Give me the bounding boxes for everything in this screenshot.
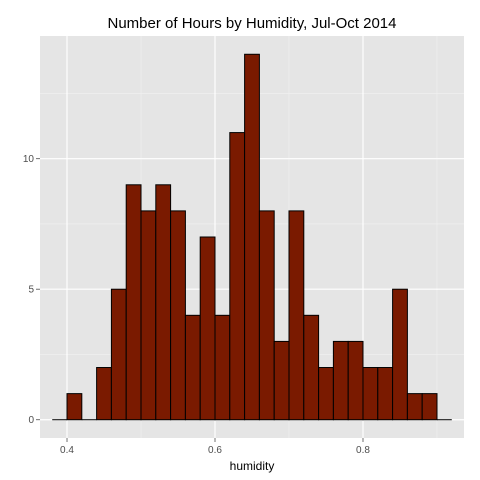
histogram-bar [96, 367, 112, 421]
histogram-bar [421, 393, 438, 421]
histogram-bar [229, 132, 246, 421]
histogram-bar [392, 288, 408, 421]
histogram-bar [214, 314, 231, 421]
histogram-bar [258, 210, 275, 421]
histogram-bar [332, 340, 349, 421]
histogram-bar [140, 210, 157, 421]
histogram-bar [362, 367, 379, 421]
histogram-bar [66, 393, 83, 421]
histogram-bar [288, 210, 305, 421]
histogram-bar [155, 184, 172, 421]
histogram-bar [318, 367, 334, 421]
x-axis-label: humidity [230, 459, 275, 473]
chart-title: Number of Hours by Humidity, Jul-Oct 201… [108, 15, 397, 32]
histogram-bar [170, 210, 186, 421]
histogram-bar [125, 184, 142, 421]
y-tick-label: 0 [28, 415, 34, 426]
x-tick-label: 0.8 [356, 445, 370, 456]
histogram-bar [244, 53, 260, 421]
histogram-bar [199, 236, 216, 421]
x-tick-label: 0.4 [60, 445, 74, 456]
histogram-bar [303, 314, 320, 421]
histogram-bar [406, 393, 423, 421]
y-tick-label: 10 [23, 154, 35, 165]
y-tick-label: 5 [28, 285, 34, 296]
x-tick-label: 0.6 [208, 445, 222, 456]
histogram-bar [110, 288, 127, 421]
histogram-bar [184, 314, 201, 421]
y-axis-ticks: 0 5 10 [23, 154, 40, 426]
x-axis-ticks: 0.4 0.6 0.8 [60, 438, 370, 456]
histogram-bars [52, 53, 452, 421]
histogram-bar [377, 367, 394, 421]
histogram-bar [273, 340, 290, 421]
histogram-bar [347, 340, 364, 421]
